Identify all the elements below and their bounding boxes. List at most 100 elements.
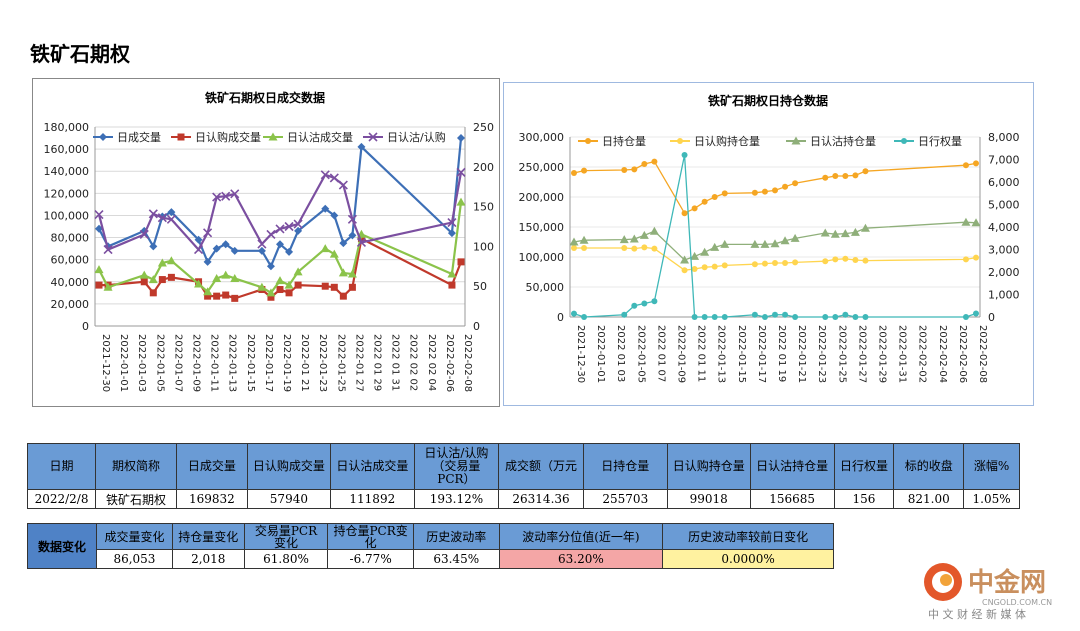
data-point [830,229,840,238]
legend-label: 日成交量 [117,130,161,144]
data-point [691,266,698,272]
data-point [721,190,728,197]
data-point [338,268,348,277]
data-point [840,229,850,238]
change-data-row: 86,053 2,018 61.80% -6.77% 63.45% 63.20% 0.000… [28,549,834,569]
x-tick-label: 2022-01-05 [635,325,646,383]
data-point [266,229,276,240]
data-point [782,183,789,190]
x-tick-label: 2022-01-25 [335,334,346,392]
data-point [850,227,860,236]
data-point [193,245,204,255]
daily-summary-cell-5: 193.12% [413,489,500,509]
data-point [276,286,284,294]
data-point [649,226,659,235]
x-tick-label: 2022-02-08 [462,334,473,392]
data-point [357,142,366,151]
change-cell-5: 63.20% [498,549,664,569]
data-point [822,258,829,265]
x-tick-label: 2022-01-17 [263,334,274,392]
data-point [95,224,103,233]
data-point [760,239,770,248]
data-point [348,231,357,240]
data-point [166,214,176,224]
data-point [221,270,231,279]
data-point [230,246,239,255]
data-point [149,289,157,297]
y-tick-right: 150 [473,201,494,214]
daily-summary-header-0: 日期 [26,443,97,490]
data-point [681,152,688,158]
data-point [862,257,869,264]
y-tick-right: 4,000 [988,221,1020,234]
brand-tagline: 中 文 财 经 新 媒 体 [928,607,1026,620]
x-tick-label: 2022-01-11 [209,334,220,392]
data-point [276,240,284,249]
daily-summary-header-11: 标的收盘 [893,443,965,490]
data-point [257,282,267,291]
change-cell-0: 86,053 [96,549,173,569]
data-point [680,255,690,264]
daily-summary-cell-2: 169832 [175,489,248,509]
data-point [711,314,718,320]
data-point [347,214,357,224]
change-header-2: 交易量PCR 变化 [243,523,329,550]
x-tick-label: 2022 01 29 [372,334,383,391]
data-point [681,210,688,217]
data-point [631,245,638,252]
data-point [761,260,768,267]
cngold-logo: 中金网 CNGOLD.COM.CN 中 文 财 经 新 媒 体 [920,560,1070,621]
data-point [329,173,339,183]
data-point [860,223,870,232]
data-point [157,258,167,267]
x-tick-label: 2022-01-23 [317,334,328,392]
open-interest-chart: 铁矿石期权日持仓数据 0 50,000 100,000 150,000 200,000 25… [519,93,1020,383]
data-point [203,228,213,238]
data-point [257,239,267,249]
data-point [348,283,356,291]
data-point [690,251,700,260]
x-tick-label: 2022-01-25 [836,325,847,383]
change-cell-2: 61.80% [243,549,329,569]
legend-marker [585,138,591,144]
data-point [203,257,212,266]
data-point [103,282,113,291]
data-point [231,294,239,302]
data-point [711,194,718,200]
data-point [770,239,780,248]
data-point [266,262,275,271]
data-point [621,167,628,173]
data-point [293,267,303,276]
data-point [166,256,176,265]
x-tick-label: 2022-01-15 [736,325,747,383]
daily-summary-cell-8: 99018 [666,489,751,509]
data-point [721,262,728,269]
data-point [204,292,212,300]
x-tick-label: 2022-01-27 [856,325,867,383]
data-point [581,167,588,174]
data-point [621,245,628,251]
data-point [619,235,629,244]
y-tick-left: 50,000 [526,281,565,294]
daily-summary-header-2: 日成交量 [175,443,248,490]
data-point [139,229,149,240]
change-header-4: 历史波动率 [412,523,500,550]
data-point [456,197,466,206]
data-point [447,269,457,278]
y-tick-left: 100,000 [519,251,565,264]
data-point [330,211,339,220]
change-header-0: 成交量变化 [96,523,173,550]
x-tick-label: 2022-01-15 [245,334,256,392]
data-point [782,311,789,318]
data-point [320,244,330,253]
data-point [230,273,240,282]
data-point [720,239,730,248]
y-tick-left: 80,000 [51,232,90,245]
data-point [621,311,628,318]
data-point [973,310,979,317]
x-tick-label: 2022-01-09 [676,325,687,383]
data-point [140,278,148,286]
data-point [571,170,577,176]
data-point [822,314,829,320]
data-point [792,314,799,320]
